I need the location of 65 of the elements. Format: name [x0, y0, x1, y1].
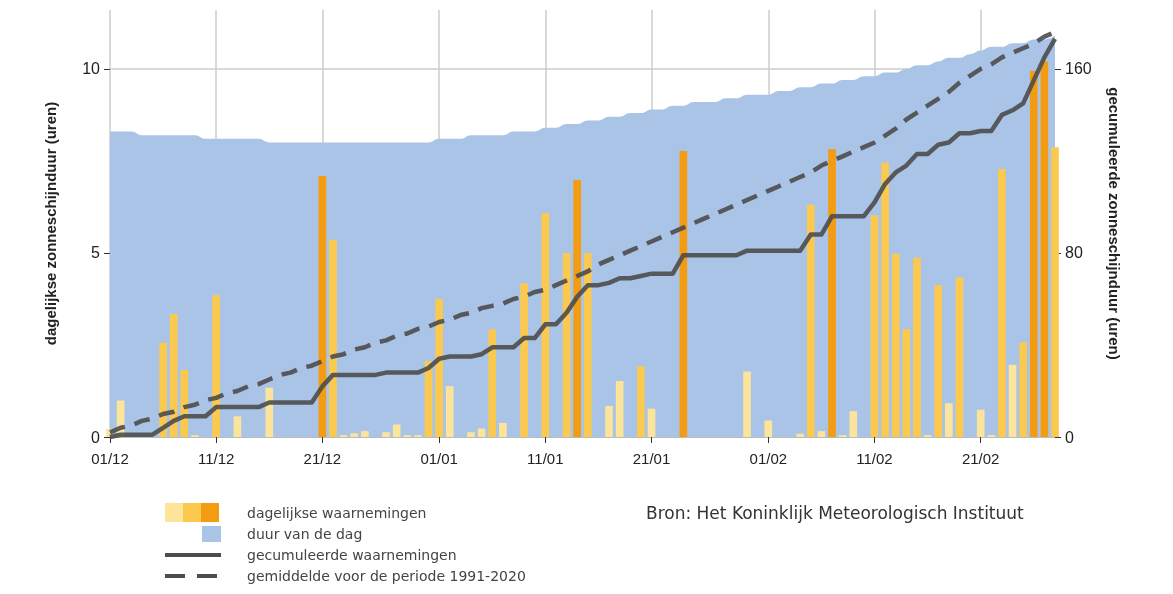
- bar: [445, 386, 454, 437]
- bar: [467, 432, 475, 437]
- bar: [913, 257, 921, 437]
- bar: [849, 411, 858, 437]
- bar: [1040, 61, 1049, 437]
- bar: [637, 366, 645, 437]
- bar: [382, 432, 390, 437]
- bar: [1029, 70, 1038, 437]
- bar: [743, 371, 751, 437]
- y2-tick-label: 160: [1065, 60, 1092, 78]
- bar: [828, 149, 836, 437]
- x-tick-label: 11/12: [197, 450, 235, 467]
- bar: [488, 329, 497, 437]
- bar: [1051, 147, 1059, 437]
- text: Bron: Het Koninklijk Meteorologisch Instituut: [646, 503, 1024, 523]
- bar: [647, 408, 656, 437]
- bar: [891, 253, 900, 437]
- bar: [265, 387, 274, 437]
- bar: [806, 204, 815, 437]
- legend-label: gecumuleerde waarnemingen: [247, 546, 457, 563]
- bar: [605, 406, 613, 437]
- bar: [870, 215, 879, 437]
- bar: [817, 431, 826, 437]
- bar: [764, 420, 773, 437]
- x-tick-label: 11/01: [527, 450, 564, 467]
- bar: [233, 416, 242, 437]
- y-tick-label: 0: [91, 428, 101, 446]
- bar: [934, 285, 943, 437]
- bar: [1019, 342, 1027, 437]
- bar: [329, 239, 337, 437]
- bar: [998, 169, 1006, 437]
- legend-label: duur van de dag: [247, 525, 363, 542]
- bar: [350, 433, 359, 437]
- bar: [881, 162, 889, 437]
- legend-label: gemiddelde voor de periode 1991-2020: [247, 567, 526, 584]
- legend-label: dagelijkse waarnemingen: [247, 504, 427, 521]
- bar: [796, 433, 804, 437]
- bar: [945, 403, 953, 437]
- x-tick-label: 21/01: [632, 450, 671, 467]
- x-tick-label: 11/02: [856, 450, 893, 467]
- y-tick-label: 10: [82, 60, 101, 78]
- bar: [435, 298, 443, 437]
- bar: [902, 329, 911, 437]
- bar: [955, 277, 964, 437]
- bar: [976, 409, 985, 437]
- bar: [169, 314, 178, 437]
- bar: [392, 424, 401, 437]
- y-tick-label: 5: [91, 244, 101, 262]
- y-axis-title: dagelijkse zonneschijnduur (uren): [42, 101, 59, 346]
- bar: [361, 431, 369, 437]
- y2-axis-title: gecumuleerde zonneschijnduur (uren): [1106, 87, 1123, 360]
- bar: [615, 381, 624, 437]
- bar: [212, 295, 220, 437]
- bar: [1008, 364, 1017, 437]
- y2-tick-label: 80: [1065, 244, 1083, 262]
- x-tick-label: 21/02: [961, 450, 1000, 467]
- bar: [573, 180, 582, 437]
- bar: [520, 283, 528, 437]
- x-tick-label: 01/01: [420, 450, 458, 467]
- bar: [583, 252, 592, 437]
- x-tick-label: 01/12: [91, 450, 129, 467]
- bar: [499, 423, 507, 437]
- y2-tick-label: 0: [1065, 428, 1074, 446]
- x-tick-label: 01/02: [749, 450, 788, 467]
- x-tick-label: 21/12: [303, 450, 342, 467]
